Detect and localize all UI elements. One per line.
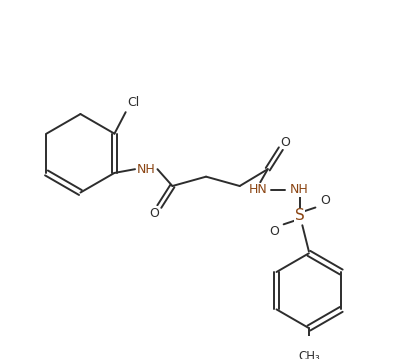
Text: S: S — [295, 209, 304, 223]
Text: CH₃: CH₃ — [298, 350, 320, 359]
Text: O: O — [320, 194, 330, 206]
Text: O: O — [150, 207, 160, 220]
Text: Cl: Cl — [127, 96, 139, 109]
Text: NH: NH — [290, 183, 309, 196]
Text: HN: HN — [249, 183, 268, 196]
Text: NH: NH — [137, 163, 156, 176]
Text: O: O — [269, 225, 279, 238]
Text: O: O — [280, 136, 291, 149]
